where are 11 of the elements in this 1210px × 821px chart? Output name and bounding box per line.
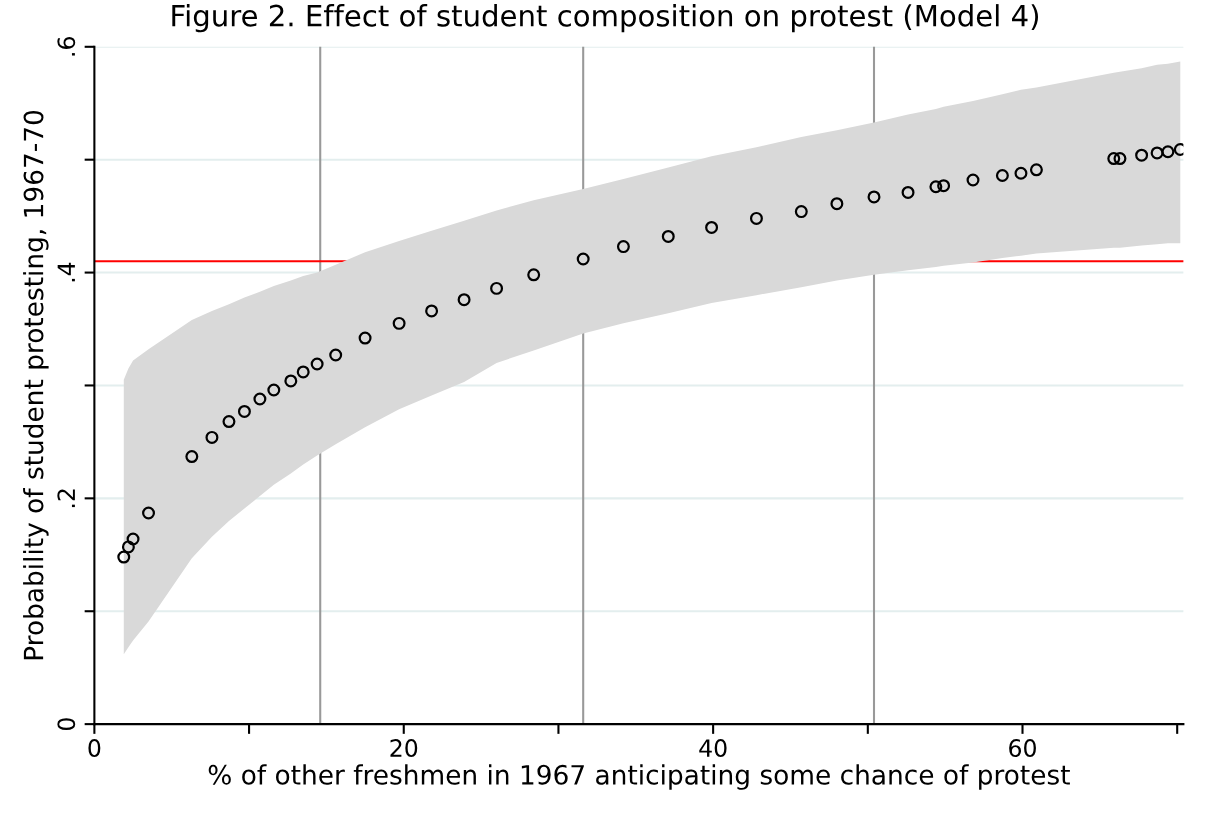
x-tick-label: 20 [390,739,418,757]
y-tick-label: 0 [57,718,76,731]
x-tick-label: 0 [88,739,101,757]
y-tick-label: .2 [57,489,75,508]
y-axis-title: Probability of student protesting, 1967-70 [23,110,49,660]
x-axis-title: % of other freshmen in 1967 anticipating some chance of protest [208,764,1070,790]
y-tick-label: .6 [57,37,76,56]
x-tick-label: 60 [1009,739,1036,757]
y-tick-label: .4 [57,262,75,282]
x-tick-label: 40 [699,739,727,757]
chart-title: Figure 2. Effect of student composition on protest (Model 4) [172,4,1039,33]
